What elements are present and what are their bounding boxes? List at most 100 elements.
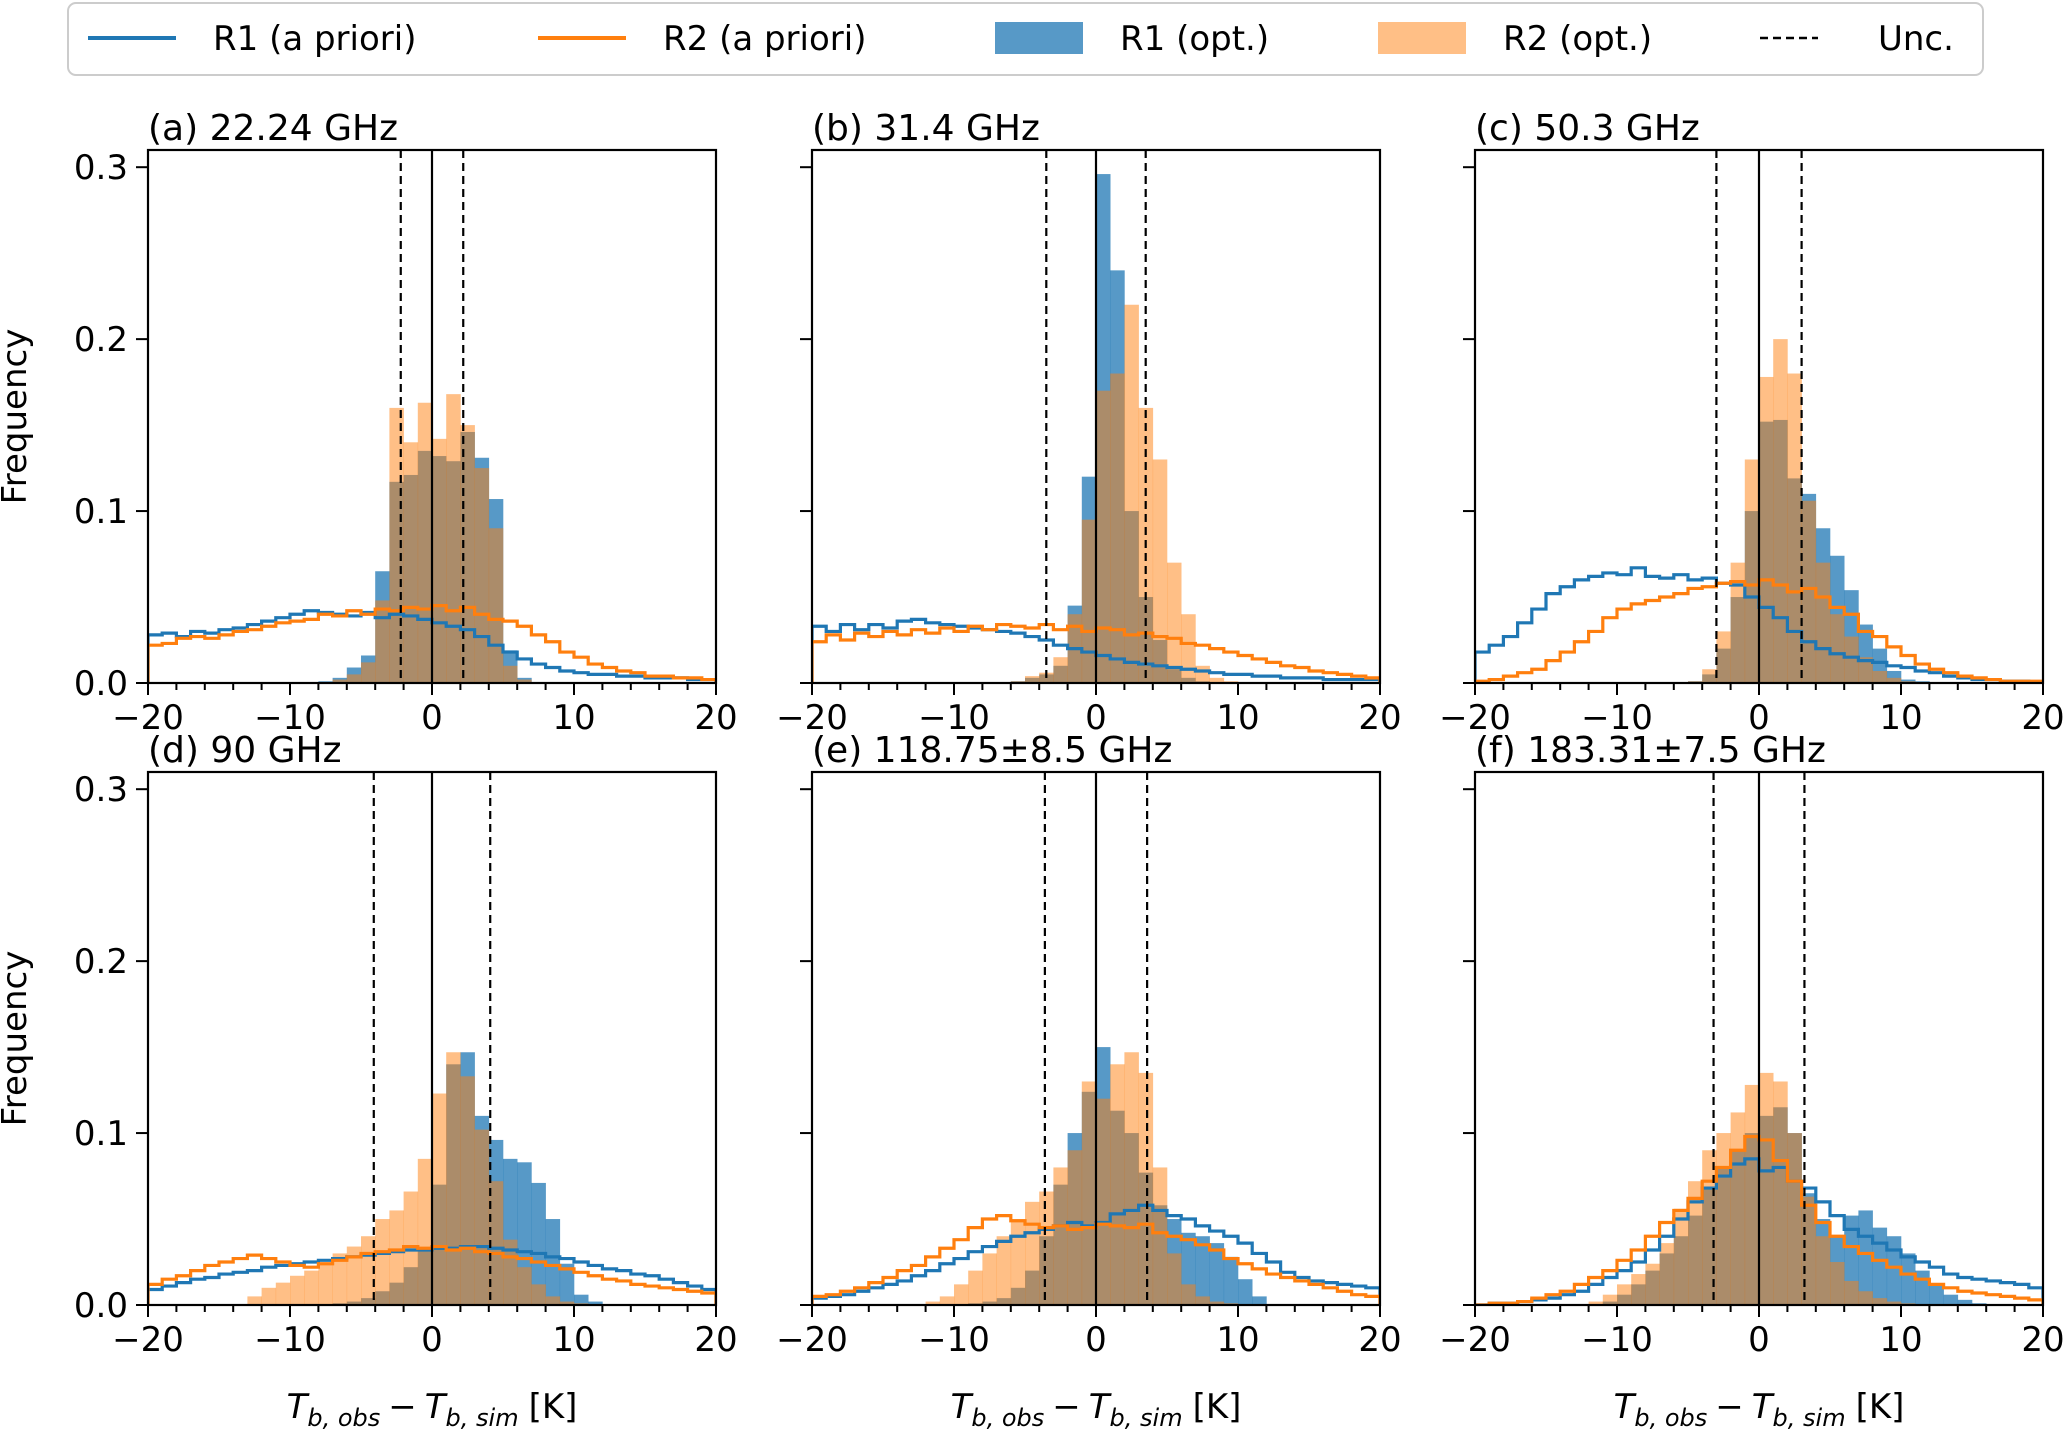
x-tick-label: −20	[1439, 698, 1511, 738]
panel-title: (e) 118.75±8.5 GHz	[812, 730, 1172, 771]
bar-r2-opt	[1152, 1167, 1168, 1305]
x-axis-label-part: T	[951, 1387, 974, 1427]
x-tick-label: −10	[1581, 698, 1653, 738]
step-r1-apriori	[1475, 1157, 2043, 1305]
bar-r1-opt	[588, 1301, 603, 1305]
bar-r2-opt	[1039, 1191, 1054, 1305]
y-tick-label: 0.1	[74, 492, 128, 532]
bar-r2-opt	[1858, 1291, 1873, 1305]
bar-r2-opt	[1744, 1084, 1760, 1305]
panel-title: (d) 90 GHz	[148, 730, 342, 771]
x-tick-label: −20	[776, 698, 848, 738]
x-tick-label: 0	[1748, 698, 1770, 738]
bar-r2-opt	[939, 1296, 955, 1305]
bar-r2-opt	[1096, 1098, 1111, 1305]
bar-r2-opt	[1659, 1243, 1675, 1305]
bar-r2-opt	[1195, 1296, 1210, 1305]
bar-r1-opt	[1209, 1243, 1225, 1305]
legend-entry: R2 (opt.)	[1378, 19, 1652, 59]
x-axis-label-part: T	[1752, 1387, 1775, 1427]
x-tick-label: −20	[776, 1320, 848, 1360]
step-r1-apriori	[812, 617, 1380, 683]
bar-r2-opt	[417, 1158, 433, 1305]
bar-r2-opt	[346, 1246, 362, 1305]
legend-entry: R1 (a priori)	[88, 19, 416, 59]
bar-r2-opt	[1844, 1280, 1859, 1305]
bar-r2-opt	[1110, 1064, 1125, 1305]
panel: −20 −10 0 10 20 0.0 0.1 0.2 0.3 (d) 90 GHz Frequen…	[0, 730, 738, 1432]
bar-r2-opt	[1167, 1253, 1182, 1305]
x-axis-label-part: b, sim	[446, 1404, 519, 1432]
bar-r2-opt	[968, 1270, 983, 1305]
x-axis-label-part: −	[388, 1387, 417, 1427]
bar-r2-opt	[1053, 657, 1068, 683]
x-axis-label-part: T	[425, 1387, 448, 1427]
bar-r2-opt	[375, 600, 390, 683]
bar-r1-opt	[1858, 1210, 1873, 1305]
bar-r1-opt	[574, 1294, 589, 1305]
panel-title: (c) 50.3 GHz	[1475, 108, 1700, 149]
bar-r2-opt	[1801, 500, 1817, 683]
bar-r2-opt	[1631, 1274, 1646, 1305]
bar-r1-opt	[1238, 1279, 1253, 1305]
panel: −20 −10 0 10 20 (b) 31.4 GHz	[776, 108, 1402, 738]
bar-r2-opt	[1673, 1208, 1689, 1305]
x-tick-label: 20	[2021, 698, 2064, 738]
bar-r2-opt	[488, 1181, 504, 1305]
bar-r2-opt	[261, 1287, 277, 1305]
y-tick-label: 0.2	[74, 320, 128, 360]
bar-r1-opt	[559, 1263, 575, 1305]
x-axis-label-part: b, obs	[307, 1404, 380, 1432]
y-tick-label: 0.3	[74, 770, 128, 810]
step-r1-apriori	[1475, 566, 2043, 683]
bar-r2-opt	[1181, 614, 1196, 683]
bar-r2-opt	[488, 528, 504, 683]
x-tick-label: −10	[254, 698, 326, 738]
bar-r2-opt	[304, 1270, 319, 1305]
bar-r2-opt	[1872, 1298, 1888, 1305]
bar-r2-opt	[1773, 1081, 1788, 1305]
bar-r2-opt	[332, 1253, 348, 1305]
bar-r2-opt	[1588, 1301, 1604, 1305]
x-tick-label: 20	[2021, 1320, 2064, 1360]
legend-label: R1 (a priori)	[213, 19, 416, 59]
x-tick-label: 10	[1216, 698, 1259, 738]
bar-r2-opt	[1773, 339, 1788, 683]
x-tick-label: 0	[421, 698, 443, 738]
bar-r2-opt	[403, 1191, 419, 1305]
bar-r2-opt	[1716, 631, 1731, 683]
x-tick-label: 10	[552, 1320, 595, 1360]
bar-r2-opt	[1181, 1284, 1196, 1305]
x-tick-label: −20	[112, 698, 184, 738]
legend-entry: R2 (a priori)	[538, 19, 866, 59]
bar-r1-opt	[1223, 1256, 1239, 1305]
bar-r2-opt	[1815, 562, 1831, 683]
bar-r2-opt	[545, 1296, 561, 1305]
panel: −20 −10 0 10 20 (c) 50.3 GHz	[1439, 108, 2065, 738]
bar-r2-opt	[1010, 1219, 1026, 1305]
x-axis-label: Tb, obs − Tb, sim [K]	[951, 1387, 1242, 1432]
bar-r2-opt	[982, 1253, 997, 1305]
x-tick-label: 10	[1879, 1320, 1922, 1360]
legend-label: Unc.	[1878, 19, 1954, 59]
bar-r2-opt	[247, 1296, 262, 1305]
bar-r1-opt	[1886, 1236, 1902, 1305]
bar-r2-opt	[1602, 1294, 1618, 1305]
x-axis-label-part: [K]	[1856, 1387, 1905, 1427]
bar-r2-opt	[503, 665, 518, 683]
bar-r1-opt	[1252, 1296, 1267, 1305]
y-tick-label: 0.3	[74, 148, 128, 188]
bar-r2-opt	[1830, 1262, 1845, 1305]
bar-r2-opt	[1152, 459, 1168, 683]
x-axis-label-part: b, obs	[971, 1404, 1044, 1432]
bar-r2-opt	[1787, 1133, 1802, 1305]
x-axis-label: Tb, obs − Tb, sim [K]	[287, 1387, 578, 1432]
x-tick-label: 10	[552, 698, 595, 738]
x-axis-label-part: b, sim	[1773, 1404, 1846, 1432]
x-tick-label: 10	[1216, 1320, 1259, 1360]
bar-r2-opt	[1787, 373, 1802, 683]
bar-r2-opt	[1886, 1301, 1902, 1305]
bar-r2-opt	[1067, 1150, 1083, 1305]
bar-r2-opt	[460, 1076, 475, 1305]
